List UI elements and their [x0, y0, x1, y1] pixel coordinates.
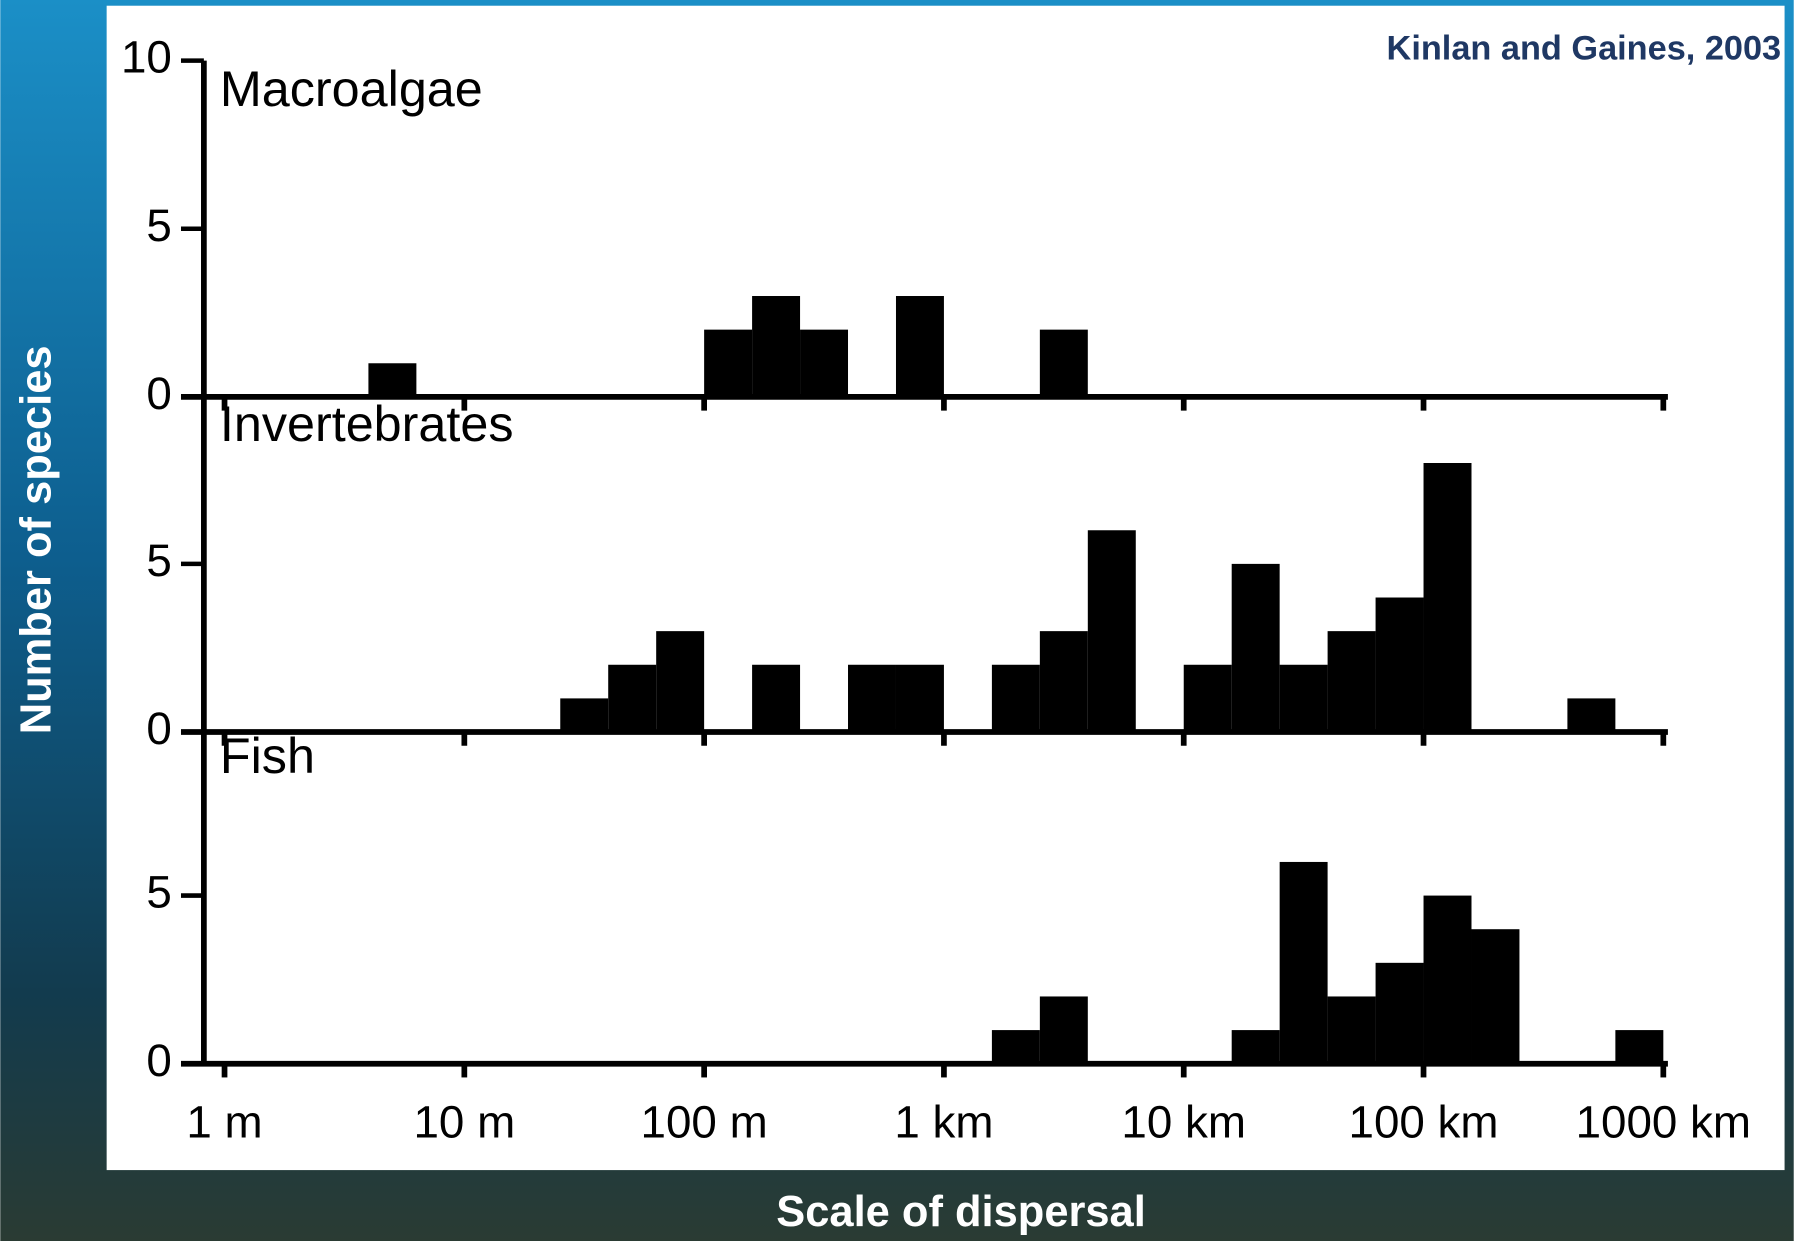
bar: [1567, 698, 1616, 733]
bar: [1375, 597, 1424, 733]
bar: [991, 664, 1040, 733]
y-tick-label: 0: [146, 703, 171, 754]
bar: [560, 698, 609, 733]
bar: [752, 664, 801, 733]
y-tick-label: 5: [146, 867, 171, 918]
y-tick-label: 0: [146, 1035, 171, 1086]
x-tick-label: 1000 km: [1576, 1097, 1751, 1148]
panel-title: Macroalgae: [220, 60, 483, 117]
bar: [752, 296, 801, 397]
bar: [1087, 530, 1136, 733]
bar: [1279, 664, 1328, 733]
plot-panel: [106, 5, 1785, 1171]
bar: [1183, 664, 1232, 733]
bar: [848, 664, 896, 733]
x-tick-label: 100 m: [641, 1097, 768, 1148]
bar: [1423, 463, 1472, 733]
y-tick-label: 5: [146, 535, 171, 586]
bar: [656, 631, 705, 733]
y-tick-label: 0: [146, 368, 171, 419]
bar: [895, 664, 944, 733]
y-axis-label: Number of species: [13, 345, 61, 734]
bar: [800, 329, 849, 397]
bar: [1327, 631, 1376, 733]
bar: [1039, 631, 1088, 733]
y-tick-label: 10: [121, 32, 172, 83]
bar: [368, 363, 417, 397]
bar: [1231, 1030, 1280, 1064]
x-tick-label: 1 km: [894, 1097, 993, 1148]
x-tick-label: 100 km: [1349, 1097, 1499, 1148]
bar: [1327, 996, 1376, 1064]
bar: [1615, 1030, 1664, 1064]
x-axis-label: Scale of dispersal: [776, 1188, 1146, 1236]
bar: [1375, 962, 1424, 1064]
bar: [1039, 996, 1088, 1064]
bar: [1039, 329, 1088, 397]
bar: [895, 296, 944, 397]
y-tick-label: 5: [146, 200, 171, 251]
x-tick-label: 1 m: [186, 1097, 262, 1148]
bar: [608, 664, 657, 733]
bar: [1279, 861, 1328, 1064]
bar: [991, 1030, 1040, 1064]
bar: [1423, 895, 1472, 1064]
bar: [704, 329, 753, 397]
bar: [1231, 563, 1280, 733]
panel-title: Invertebrates: [220, 395, 514, 452]
x-tick-label: 10 m: [413, 1097, 515, 1148]
bar: [1471, 929, 1520, 1064]
source: Kinlan and Gaines, 2003: [1387, 29, 1782, 67]
panel-title: Fish: [220, 727, 315, 784]
x-tick-label: 10 km: [1121, 1097, 1246, 1148]
